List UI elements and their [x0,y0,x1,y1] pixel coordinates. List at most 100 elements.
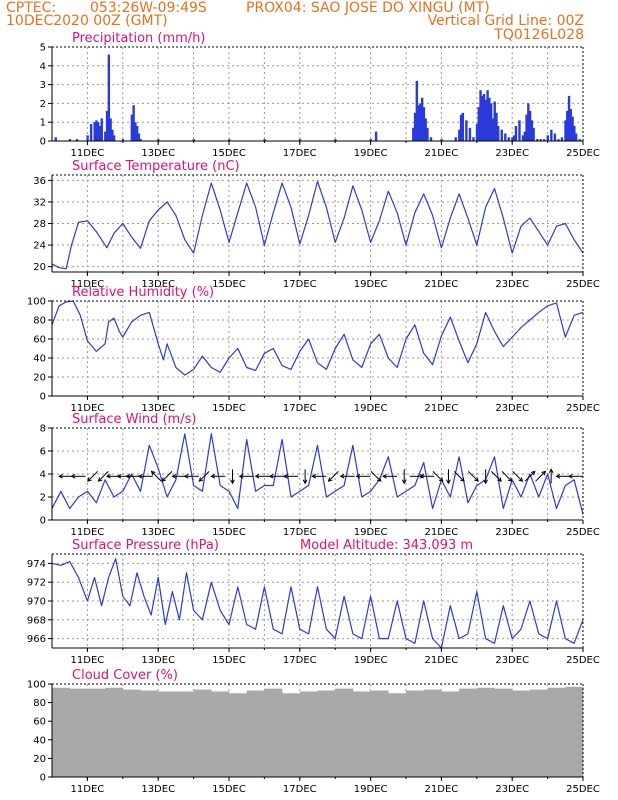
panel-cloud-cover: 0 20 40 60 80 100 11DEC 13DEC 15DEC 17DEC 19DEC 21D… [27,668,600,795]
precip-bar [369,139,372,141]
wind-arrow [137,473,153,479]
panel-title: Relative Humidity (%) [72,285,214,300]
y-tick-label: 40 [33,354,46,365]
precip-bar [298,139,302,141]
wind-arrow-head [474,477,479,482]
precip-bar [546,135,549,141]
cloud-bar [406,690,424,777]
precip-bar [465,120,468,141]
x-tick-label: 19DEC [354,148,388,159]
wind-arrow-head [125,473,131,479]
wind-arrow-shaft [198,471,210,482]
cloud-bar [476,687,495,777]
cloud-bar [459,688,478,777]
wind-arrow-shaft [432,471,444,482]
precip-bar [426,127,429,141]
precip-bar [468,127,472,141]
wind-arrow-head [116,473,122,479]
wind-arrow-head [105,473,111,479]
precip-bar [415,80,419,141]
panel-title: Precipitation (mm/h) [72,31,205,46]
wind-arrow-head [518,477,524,482]
y-tick-label: 28 [33,219,46,230]
x-tick-label: 21DEC [425,655,459,666]
precip-bar [134,122,137,141]
wind-arrow [97,471,109,482]
y-tick-label: 100 [27,680,46,691]
panel-temperature: 20 24 28 32 36 11DEC 13DEC 15DEC 17DEC 19DEC 21DEC… [33,159,600,290]
humidity-line [51,300,584,376]
cloud-bar [264,688,283,777]
cloud-bar [87,688,106,777]
wind-arrow [468,471,479,482]
y-tick-label: 4 [40,61,46,72]
precip-bar [95,120,98,141]
cloud-bar [441,691,460,777]
cloud-bar [69,688,88,777]
y-tick-label: 970 [27,597,46,608]
cloud-bar [175,691,194,777]
precip-bar [121,139,125,141]
wind-arrow [453,471,465,482]
precip-bar [420,97,424,141]
cloud-bar [52,687,70,777]
y-tick-label: 968 [27,615,46,626]
wind-arrow-shaft [468,471,479,482]
wind-arrow-head [137,473,143,479]
precip-bar [557,139,560,141]
precip-bar [429,137,433,141]
precip-bar [507,137,511,141]
precip-bar [543,139,546,141]
precip-bar [532,127,535,141]
x-tick-label: 21DEC [425,784,459,795]
x-tick-label: 17DEC [283,279,317,290]
x-tick-label: 19DEC [354,527,388,538]
precip-bar [488,97,491,141]
wind-arrow-shaft [161,471,173,482]
precip-bar [500,129,503,141]
wind-arrow-head [183,473,189,479]
cloud-bar [246,690,265,777]
header-coords: 053:26W-09:49S [90,0,207,16]
x-tick-label: 21DEC [425,527,459,538]
precip-bar [569,109,573,141]
precip-bar [413,112,417,141]
x-tick-label: 17DEC [283,403,317,414]
y-tick-label: 0 [40,516,46,527]
wind-arrow [535,470,547,482]
wind-arrow [150,470,162,482]
precip-bar [68,139,72,141]
y-tick-label: 6 [40,447,46,458]
wind-arrow-head [302,479,308,485]
wind-arrow-head [282,473,288,479]
cloud-bar [140,690,159,777]
precip-bar [459,114,463,141]
wind-arrow-head [238,473,244,479]
wind-arrow-head [339,473,345,479]
panel-humidity: 0 20 40 60 80 100 11DEC 13DEC 15DEC 17DEC 19DEC 21D… [27,285,600,414]
y-tick-label: 20 [33,754,46,765]
precip-bar [109,118,112,141]
precip-bar [504,133,507,141]
wind-arrow [311,473,327,479]
y-tick-label: 80 [33,316,46,327]
precip-bar [86,135,89,141]
wind-arrow-head [97,477,103,482]
precip-bar [550,129,553,141]
cloud-bar [299,691,318,777]
precip-bar [528,110,532,141]
y-tick-label: 40 [33,735,46,746]
x-tick-label: 23DEC [495,784,529,795]
precip-bar [479,90,482,141]
x-tick-label: 11DEC [71,784,105,795]
precip-bar [482,94,486,141]
wind-arrow-head [171,473,177,479]
precip-bar [139,139,142,141]
precip-bar [75,139,79,141]
wind-arrow-head [161,477,167,482]
wind-arrow [501,471,513,482]
header-org: CPTEC: [6,0,57,16]
x-tick-label: 11DEC [71,527,105,538]
cloud-bar [423,689,442,777]
cloud-bar [529,689,548,777]
